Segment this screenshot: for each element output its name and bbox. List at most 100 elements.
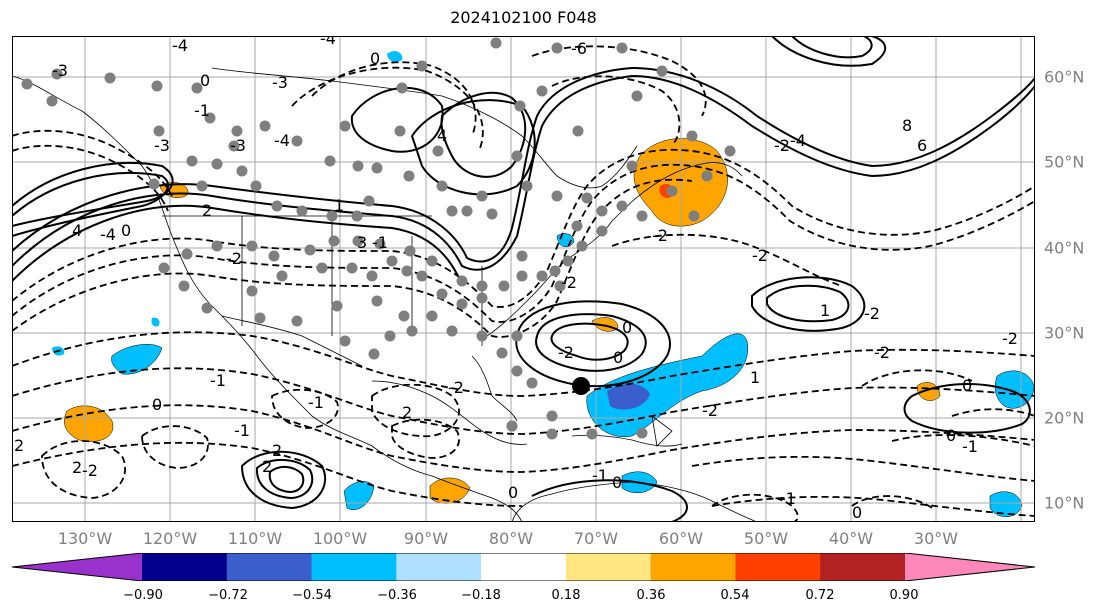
colorbar-segment — [396, 553, 482, 581]
cyan-patch-pacific — [111, 344, 163, 375]
colorbar-segment — [565, 553, 652, 581]
contour-label: -1 — [234, 421, 250, 440]
contour-label: -1 — [962, 437, 978, 456]
contour-label: -2 — [561, 273, 577, 292]
contour-label: -1 — [592, 466, 608, 485]
contour-label: -4 — [100, 225, 116, 244]
contour-label: -2 — [702, 401, 718, 420]
contour-label: -6 — [571, 39, 587, 58]
colorbar-tick-label: 0.72 — [805, 588, 835, 603]
contour-label: -3 — [154, 136, 170, 155]
colorbar-extend-low — [12, 553, 142, 581]
lon-label: 70°W — [573, 529, 619, 548]
contour-label: -1 — [308, 393, 324, 412]
contour-label: 1 — [750, 368, 760, 387]
colorbar-tick-label: 0.18 — [551, 588, 581, 603]
colorbar-tick-label: 0.90 — [889, 588, 919, 603]
contour-label: -2 — [1002, 329, 1018, 348]
colorbar-tick-label: −0.36 — [377, 588, 417, 603]
blue-patch-caribbean — [607, 383, 650, 410]
contour-label: 2 — [272, 441, 282, 460]
contour-label: -1 — [780, 489, 796, 508]
contour-label: 0 — [962, 376, 972, 395]
contour-label: 0 — [200, 71, 210, 90]
lat-label: 30°N — [1044, 323, 1085, 343]
contour-label: -4 — [274, 131, 290, 150]
lat-label: 50°N — [1044, 152, 1085, 172]
colorbar-tick-label: 0.36 — [636, 588, 666, 603]
contour-label: -2 — [774, 136, 790, 155]
contour-label: 2 — [72, 458, 82, 477]
lon-label: 120°W — [142, 529, 198, 548]
colorbar — [11, 552, 1036, 585]
contour-label: 2 — [202, 201, 212, 220]
contour-label: -4 — [320, 36, 336, 48]
contour-label: -2 — [558, 343, 574, 362]
lon-label: 80°W — [488, 529, 534, 548]
contour-label: -1 — [210, 371, 226, 390]
lon-label: 60°W — [658, 529, 704, 548]
contour-label: -2 — [448, 378, 464, 397]
colorbar-segment — [142, 553, 228, 581]
contour-label: -3 — [52, 61, 68, 80]
contour-label: 0 — [612, 473, 622, 492]
colorbar-segment — [481, 553, 567, 581]
colorbar-tick-label: −0.90 — [123, 588, 163, 603]
contour-label: 1 — [334, 196, 344, 215]
lon-label: 40°W — [828, 529, 874, 548]
contour-label: -2 — [82, 461, 98, 480]
lon-label: 90°W — [403, 529, 449, 548]
colorbar-segment — [311, 553, 397, 581]
colorbar-tick-label: −0.18 — [461, 588, 501, 603]
contour-label: 0 — [622, 318, 632, 337]
cyan-patch-small-1 — [387, 51, 403, 62]
lat-label: 60°N — [1044, 67, 1085, 87]
contour-label: 2 — [14, 436, 24, 455]
lon-label: 100°W — [312, 529, 368, 548]
contour-label: -2 — [226, 249, 242, 268]
contour-label: 2 — [402, 403, 412, 422]
contour-label: -2 — [864, 304, 880, 323]
storm-center-marker — [572, 377, 590, 395]
colorbar-segment — [820, 553, 906, 581]
lat-label: 10°N — [1044, 493, 1085, 513]
map-canvas: -3-4-30-40-1-34-3 -4-686-4-24 0-42 1-1-2 -2-… — [12, 36, 1035, 522]
cyan-patch-south — [989, 491, 1023, 517]
colorbar-segment — [735, 553, 821, 581]
contour-label: -4 — [172, 36, 188, 55]
colorbar-graphic — [11, 552, 1036, 582]
contour-label: 0 — [152, 395, 162, 414]
contour-label: 6 — [917, 136, 927, 155]
contour-label: -2 — [752, 246, 768, 265]
contour-label: -2 — [652, 226, 668, 245]
lon-label: 30°W — [913, 529, 959, 548]
colorbar-extend-high — [905, 553, 1035, 581]
contour-label: -4 — [790, 131, 806, 150]
lon-label: 110°W — [227, 529, 283, 548]
station-markers — [21, 37, 736, 440]
contour-label: 0 — [852, 503, 862, 522]
contours — [12, 36, 1035, 522]
lat-label: 40°N — [1044, 238, 1085, 258]
colorbar-tick-label: −0.72 — [208, 588, 248, 603]
contour-labels: -3-4-30-40-1-34-3 -4-686-4-24 0-42 1-1-2 -2-… — [14, 36, 1018, 522]
contour-label: -3 — [230, 136, 246, 155]
map-panel: -3 -4 -3 0 -4 0 -1 -3 4 -3 -4 -6 8 6 -4 -2 4 0 -4 2 1 -1 -2 -2-… — [12, 36, 1035, 522]
colorbar-tick-label: −0.54 — [292, 588, 332, 603]
contour-label: 2 — [262, 457, 272, 476]
contour-label: 0 — [370, 49, 380, 68]
contour-label: 1 — [820, 301, 830, 320]
contour-label: -2 — [874, 343, 890, 362]
orange-patch-centam — [429, 477, 471, 504]
colorbar-tick-label: 0.54 — [720, 588, 750, 603]
lat-label: 20°N — [1044, 408, 1085, 428]
plot-title: 2024102100 F048 — [450, 8, 597, 27]
contour-label: 0 — [613, 348, 623, 367]
lon-label: 130°W — [57, 529, 113, 548]
contour-label: 0 — [121, 221, 131, 240]
cyan-patch-small-3 — [151, 317, 160, 327]
contour-label: 0 — [946, 426, 956, 445]
contour-label: 0 — [508, 483, 518, 502]
lon-label: 50°W — [743, 529, 789, 548]
colorbar-segment — [226, 553, 313, 581]
